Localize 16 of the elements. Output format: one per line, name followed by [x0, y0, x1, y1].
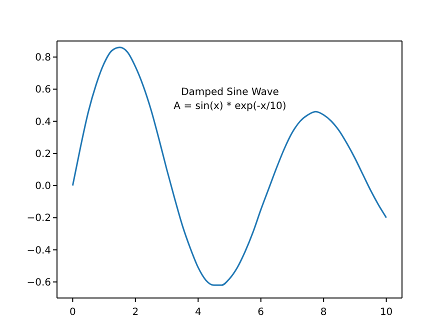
y-tick-label: 0.0 [35, 181, 51, 192]
y-tick-label: −0.4 [26, 245, 51, 256]
x-tick-label: 4 [194, 307, 202, 318]
y-tick-label: 0.6 [35, 84, 51, 96]
y-tick-label: 0.2 [35, 148, 51, 160]
y-tick-label: 0.4 [35, 116, 51, 128]
x-tick-label: 6 [258, 307, 264, 318]
y-tick-label: 0.8 [35, 52, 51, 64]
line-series [72, 46, 388, 286]
y-tick-label: −0.6 [26, 277, 51, 288]
y-tick-label: −0.2 [26, 213, 51, 224]
x-tick-label: 8 [320, 307, 327, 318]
x-tick-label: 0 [69, 307, 76, 318]
annotation: Damped Sine Wave A = sin(x) * exp(-x/10) [172, 86, 288, 114]
x-tick-label: 10 [380, 307, 393, 318]
x-tick-label: 2 [132, 307, 139, 318]
